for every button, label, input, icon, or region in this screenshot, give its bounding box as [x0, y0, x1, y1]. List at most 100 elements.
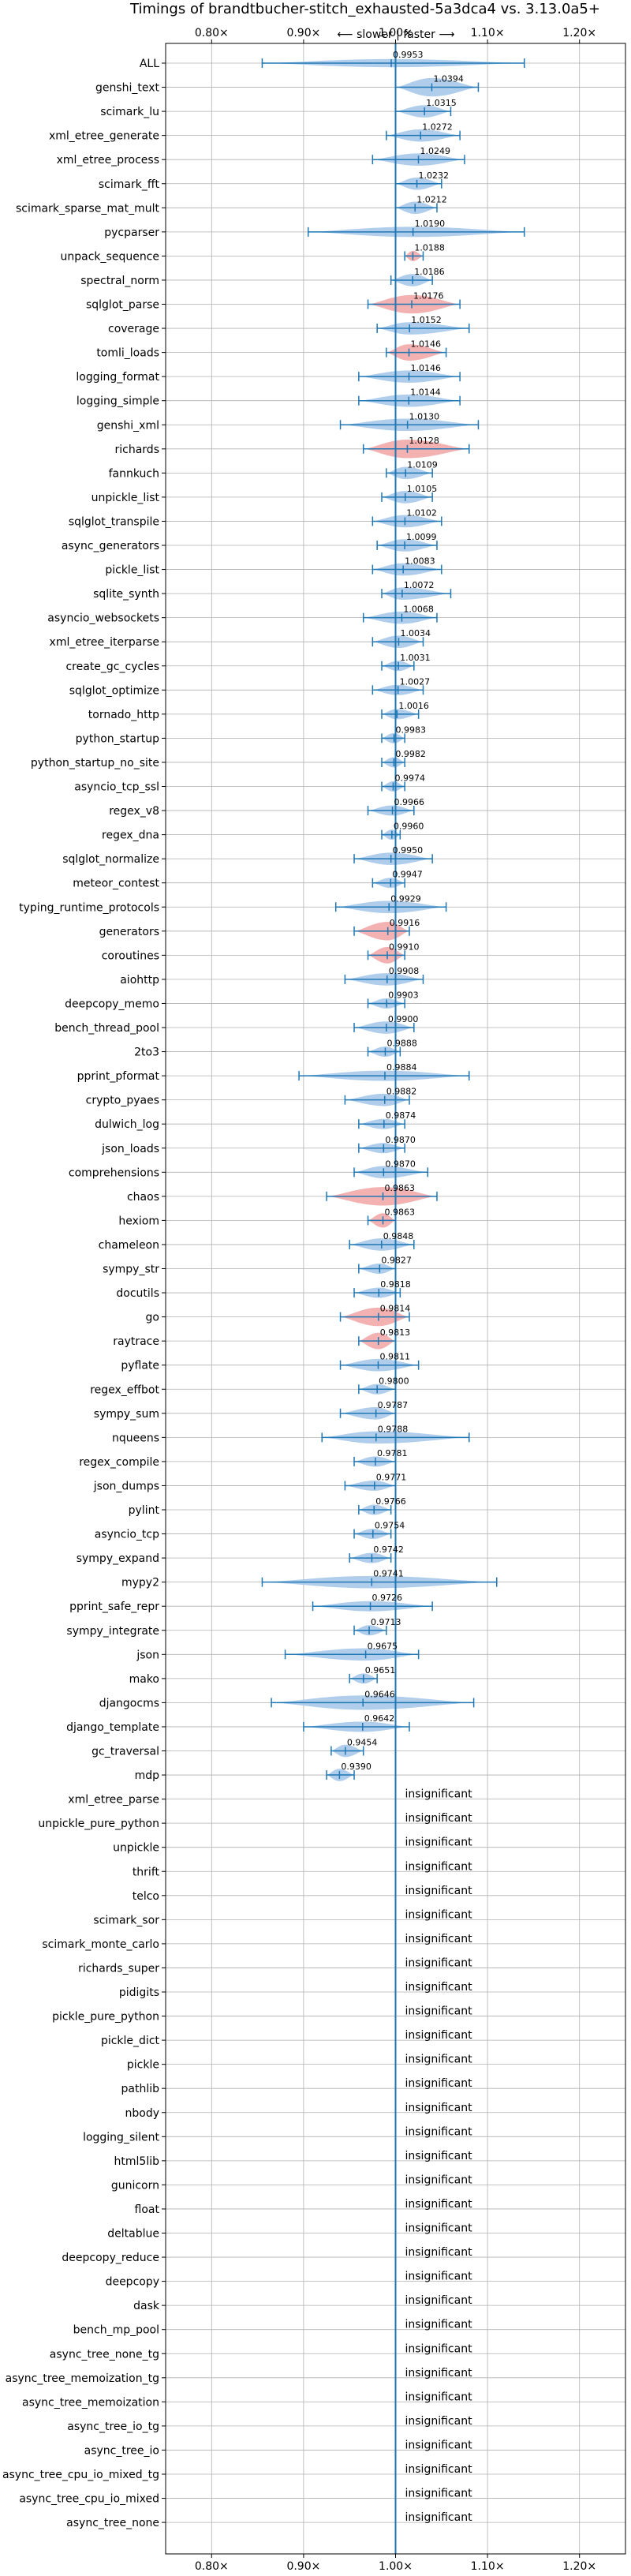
- value-label: 0.9884: [386, 1062, 416, 1073]
- category-label: regex_v8: [109, 805, 159, 818]
- value-label: 0.9813: [380, 1327, 411, 1338]
- value-label: 0.9900: [388, 1014, 418, 1024]
- category-label: async_tree_memoization_tg: [6, 2372, 159, 2385]
- value-label: 0.9929: [390, 893, 421, 904]
- category-label: coroutines: [102, 949, 159, 962]
- insignificant-label: insignificant: [405, 1860, 473, 1873]
- value-label: 0.9903: [388, 990, 419, 1000]
- value-label: 0.9726: [372, 1593, 403, 1603]
- category-label: 2to3: [134, 1046, 159, 1059]
- value-label: 0.9390: [341, 1762, 372, 1772]
- value-label: 1.0068: [403, 605, 434, 615]
- insignificant-label: insignificant: [405, 2271, 473, 2283]
- category-label: python_startup: [76, 732, 159, 745]
- value-label: 0.9754: [375, 1521, 405, 1531]
- x-tick-label-top: 1.20×: [562, 27, 596, 39]
- category-label: float: [135, 2203, 160, 2216]
- category-label: asyncio_tcp_ssl: [74, 781, 159, 794]
- value-label: 0.9827: [381, 1256, 412, 1266]
- category-label: pycparser: [104, 227, 159, 239]
- category-label: coverage: [108, 323, 159, 335]
- value-label: 1.0212: [416, 194, 447, 204]
- value-label: 0.9870: [385, 1159, 416, 1169]
- value-label: 0.9800: [379, 1376, 409, 1386]
- category-label: nqueens: [112, 1432, 159, 1444]
- direction-label: ⟵ slower | faster ⟶: [338, 28, 455, 41]
- category-label: pickle_list: [105, 564, 159, 577]
- value-label: 0.9888: [386, 1039, 417, 1049]
- insignificant-label: insignificant: [405, 2319, 473, 2331]
- category-label: telco: [133, 1890, 159, 1903]
- insignificant-label: insignificant: [405, 2415, 473, 2428]
- category-label: async_tree_none_tg: [50, 2348, 159, 2361]
- category-label: genshi_xml: [97, 419, 159, 432]
- category-label: asyncio_tcp: [95, 1529, 159, 1541]
- category-label: deepcopy_reduce: [62, 2252, 159, 2264]
- value-label: 0.9863: [385, 1207, 415, 1217]
- category-label: xml_etree_process: [57, 154, 159, 167]
- category-label: pathlib: [121, 2083, 160, 2095]
- category-label: pickle: [127, 2059, 159, 2072]
- value-label: 0.9766: [375, 1496, 405, 1507]
- insignificant-label: insignificant: [405, 2174, 473, 2186]
- value-label: 1.0034: [400, 628, 430, 638]
- value-label: 0.9741: [373, 1569, 404, 1579]
- x-tick-label-bottom: 1.10×: [471, 2560, 505, 2572]
- category-label: unpickle: [113, 1842, 159, 1855]
- insignificant-label: insignificant: [405, 2342, 473, 2355]
- insignificant-label: insignificant: [405, 1956, 473, 1969]
- category-label: unpack_sequence: [61, 250, 159, 263]
- value-label: 1.0394: [433, 74, 464, 84]
- value-label: 0.9874: [386, 1110, 416, 1121]
- insignificant-label: insignificant: [405, 2150, 473, 2162]
- value-label: 1.0102: [406, 507, 437, 518]
- value-label: 1.0176: [413, 291, 444, 301]
- value-label: 1.0186: [414, 267, 445, 277]
- category-label: async_tree_io: [84, 2444, 159, 2457]
- value-label: 1.0130: [409, 411, 440, 421]
- value-label: 0.9960: [394, 822, 424, 832]
- category-label: ALL: [140, 58, 159, 70]
- insignificant-label: insignificant: [405, 2005, 473, 2018]
- category-label: dask: [133, 2300, 160, 2312]
- category-label: json_dumps: [93, 1480, 159, 1492]
- value-labels: 0.9953 1.0394 1.0315 1.0272 1.0249 1.0232 1.02…: [341, 50, 472, 2524]
- x-tick-label-top: 0.90×: [286, 27, 320, 39]
- category-label: deltablue: [107, 2228, 159, 2241]
- category-label: mypy2: [121, 1577, 159, 1589]
- value-label: 1.0188: [414, 242, 445, 253]
- value-label: 0.9916: [390, 918, 420, 928]
- plot-frame: [165, 43, 626, 2555]
- category-label: deepcopy_memo: [65, 998, 159, 1010]
- category-label: html5lib: [114, 2155, 160, 2168]
- category-label: generators: [99, 926, 159, 938]
- value-label: 0.9771: [376, 1472, 406, 1482]
- value-label: 0.9646: [364, 1689, 395, 1699]
- chart-title: Timings of brandtbucher-stitch_exhausted…: [129, 1, 600, 17]
- value-label: 0.9953: [393, 50, 423, 60]
- value-label: 0.9818: [380, 1279, 411, 1290]
- value-label: 0.9848: [383, 1231, 414, 1241]
- value-label: 1.0109: [407, 459, 438, 470]
- category-label: hexiom: [118, 1215, 159, 1227]
- category-label: docutils: [116, 1287, 159, 1300]
- x-tick-label-bottom: 0.90×: [286, 2560, 320, 2572]
- category-label: tornado_http: [88, 709, 159, 721]
- category-label: regex_dna: [102, 829, 159, 842]
- value-label: 0.9651: [365, 1665, 396, 1676]
- category-label: crypto_pyaes: [86, 1095, 159, 1107]
- category-label: async_generators: [62, 540, 159, 552]
- category-label: comprehensions: [69, 1166, 159, 1179]
- category-label: go: [146, 1312, 159, 1324]
- category-label: async_tree_cpu_io_mixed: [19, 2493, 159, 2506]
- category-label: chameleon: [99, 1239, 159, 1252]
- insignificant-label: insignificant: [405, 2439, 473, 2451]
- insignificant-label: insignificant: [405, 2463, 473, 2476]
- category-label: thrift: [133, 1866, 160, 1878]
- value-label: 0.9742: [373, 1544, 404, 1555]
- category-label: pprint_pformat: [77, 1070, 160, 1083]
- category-label: chaos: [127, 1191, 159, 1204]
- category-label: unpickle_list: [91, 492, 160, 504]
